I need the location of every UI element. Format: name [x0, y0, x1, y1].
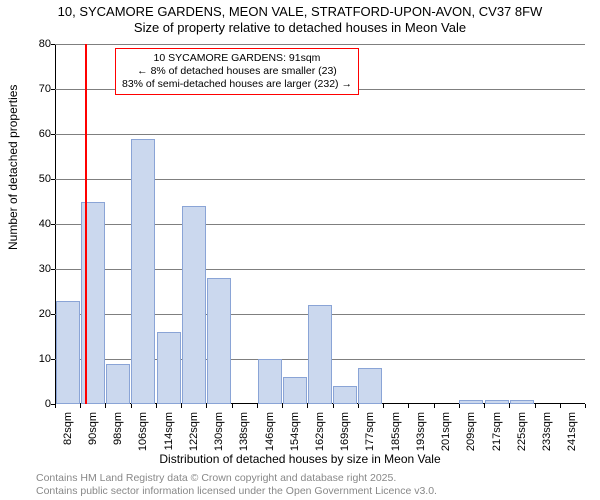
histogram-bar [459, 400, 483, 405]
xtick-label: 98sqm [112, 412, 124, 445]
xtick-label: 90sqm [87, 412, 99, 445]
histogram-bar [258, 359, 282, 404]
xtick-mark [257, 404, 258, 408]
xtick-label: 241sqm [566, 412, 578, 451]
xtick-mark [434, 404, 435, 408]
xtick-label: 106sqm [137, 412, 149, 451]
xtick-mark [484, 404, 485, 408]
ytick-mark [51, 89, 55, 90]
chart-container: 10, SYCAMORE GARDENS, MEON VALE, STRATFO… [0, 0, 600, 500]
xtick-label: 193sqm [415, 412, 427, 451]
xtick-mark [282, 404, 283, 408]
reference-line [85, 44, 87, 404]
histogram-bar [131, 139, 155, 405]
x-axis-label: Distribution of detached houses by size … [0, 452, 600, 466]
histogram-bar [207, 278, 231, 404]
histogram-bar [308, 305, 332, 404]
ytick-mark [51, 359, 55, 360]
ytick-mark [51, 269, 55, 270]
ytick-label: 60 [25, 128, 51, 140]
xtick-mark [55, 404, 56, 408]
xtick-mark [80, 404, 81, 408]
xtick-mark [333, 404, 334, 408]
xtick-mark [156, 404, 157, 408]
xtick-mark [232, 404, 233, 408]
gridline [55, 134, 585, 135]
xtick-mark [509, 404, 510, 408]
ytick-label: 0 [25, 398, 51, 410]
xtick-mark [206, 404, 207, 408]
xtick-label: 225sqm [516, 412, 528, 451]
xtick-label: 130sqm [213, 412, 225, 451]
xtick-label: 177sqm [364, 412, 376, 451]
ytick-label: 80 [25, 38, 51, 50]
ytick-mark [51, 179, 55, 180]
histogram-bar [358, 368, 382, 404]
ytick-label: 70 [25, 83, 51, 95]
histogram-bar [283, 377, 307, 404]
xtick-label: 82sqm [62, 412, 74, 445]
xtick-mark [408, 404, 409, 408]
attribution: Contains HM Land Registry data © Crown c… [36, 472, 437, 498]
histogram-bar [157, 332, 181, 404]
xtick-label: 217sqm [491, 412, 503, 451]
xtick-label: 169sqm [339, 412, 351, 451]
xtick-mark [358, 404, 359, 408]
xtick-label: 122sqm [188, 412, 200, 451]
ytick-label: 30 [25, 263, 51, 275]
ytick-label: 10 [25, 353, 51, 365]
histogram-bar [510, 400, 534, 405]
annotation-line: ← 8% of detached houses are smaller (23) [122, 65, 352, 78]
xtick-mark [535, 404, 536, 408]
chart-title: 10, SYCAMORE GARDENS, MEON VALE, STRATFO… [0, 0, 600, 37]
xtick-label: 185sqm [390, 412, 402, 451]
xtick-mark [307, 404, 308, 408]
xtick-label: 209sqm [465, 412, 477, 451]
ytick-label: 20 [25, 308, 51, 320]
xtick-mark [181, 404, 182, 408]
histogram-bar [182, 206, 206, 404]
gridline [55, 44, 585, 45]
xtick-mark [459, 404, 460, 408]
xtick-label: 233sqm [541, 412, 553, 451]
xtick-mark [560, 404, 561, 408]
annotation-line: 83% of semi-detached houses are larger (… [122, 78, 352, 91]
xtick-mark [585, 404, 586, 408]
histogram-bar [333, 386, 357, 404]
histogram-bar [56, 301, 80, 405]
title-line-2: Size of property relative to detached ho… [0, 20, 600, 36]
xtick-label: 162sqm [314, 412, 326, 451]
attribution-line-2: Contains public sector information licen… [36, 485, 437, 498]
ytick-mark [51, 314, 55, 315]
ytick-label: 40 [25, 218, 51, 230]
attribution-line-1: Contains HM Land Registry data © Crown c… [36, 472, 437, 485]
ytick-mark [51, 44, 55, 45]
ytick-label: 50 [25, 173, 51, 185]
annotation-box: 10 SYCAMORE GARDENS: 91sqm← 8% of detach… [115, 48, 359, 95]
annotation-line: 10 SYCAMORE GARDENS: 91sqm [122, 52, 352, 65]
xtick-label: 201sqm [440, 412, 452, 451]
histogram-bar [106, 364, 130, 405]
title-line-1: 10, SYCAMORE GARDENS, MEON VALE, STRATFO… [0, 4, 600, 20]
xtick-mark [105, 404, 106, 408]
xtick-label: 146sqm [264, 412, 276, 451]
ytick-mark [51, 224, 55, 225]
histogram-bar [485, 400, 509, 405]
xtick-label: 114sqm [163, 412, 175, 450]
xtick-mark [131, 404, 132, 408]
plot-area: 0102030405060708082sqm90sqm98sqm106sqm11… [55, 44, 585, 404]
y-axis-label: Number of detached properties [6, 85, 20, 250]
xtick-label: 154sqm [289, 412, 301, 451]
xtick-label: 138sqm [238, 412, 250, 451]
ytick-mark [51, 134, 55, 135]
xtick-mark [383, 404, 384, 408]
